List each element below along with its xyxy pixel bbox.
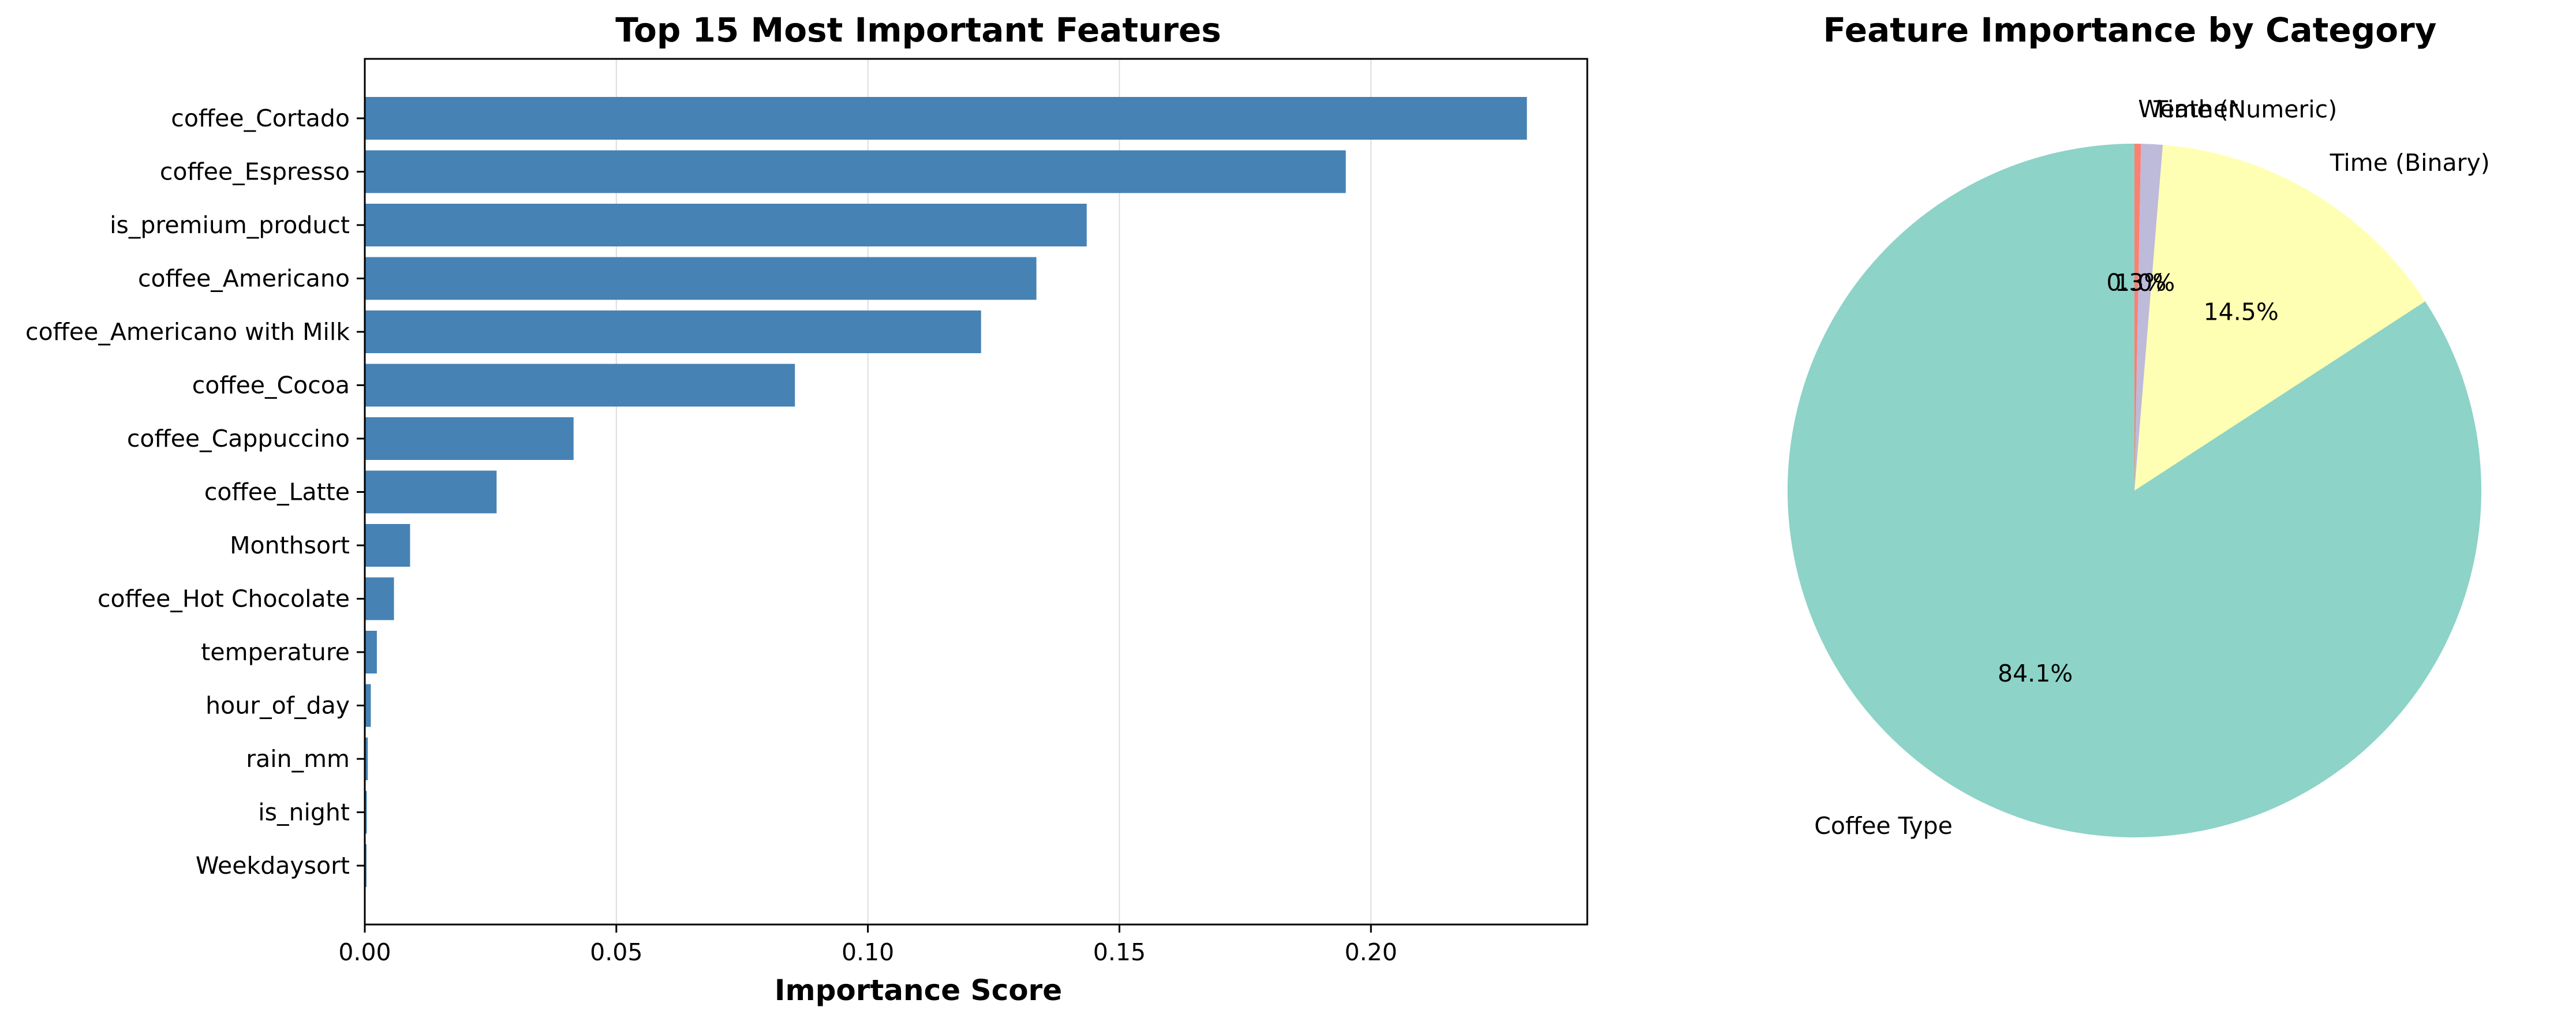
y-tick-label: coffee_Espresso bbox=[160, 158, 350, 186]
bar-chart-bars bbox=[365, 97, 1527, 887]
pie-slice-percent: 84.1% bbox=[1998, 660, 2073, 687]
y-tick-label: hour_of_day bbox=[205, 692, 350, 720]
pie-slice-label: Coffee Type bbox=[1814, 812, 1953, 840]
x-tick-label: 0.05 bbox=[590, 938, 642, 966]
pie-slice-percent: 14.5% bbox=[2204, 298, 2279, 325]
pie-slice-percent: 1.0% bbox=[2115, 269, 2175, 297]
bar-chart: Top 15 Most Important Features coffee_Co… bbox=[25, 10, 1588, 1007]
bar bbox=[365, 631, 377, 673]
pie-chart-labels: Coffee Type 84.1% Time (Binary) 14.5% Time (… bbox=[1814, 95, 2489, 840]
y-tick-label: coffee_Cocoa bbox=[192, 372, 350, 399]
bar bbox=[365, 577, 394, 620]
pie-slice-label: Time (Binary) bbox=[2330, 149, 2490, 177]
y-tick-label: temperature bbox=[201, 638, 350, 666]
bar bbox=[365, 738, 368, 780]
pie-slice bbox=[1788, 144, 2482, 837]
bar-chart-x-ticks: 0.00 0.05 0.10 0.15 0.20 bbox=[338, 925, 1397, 966]
x-tick-label: 0.00 bbox=[338, 938, 391, 966]
x-tick-label: 0.20 bbox=[1345, 938, 1397, 966]
bar bbox=[365, 524, 410, 567]
pie-slice-percent: 0.3% bbox=[2106, 268, 2166, 296]
bar bbox=[365, 257, 1037, 300]
bar bbox=[365, 791, 367, 834]
y-tick-label: coffee_Americano with Milk bbox=[25, 318, 350, 346]
y-tick-label: coffee_Cortado bbox=[171, 104, 350, 132]
bar-chart-y-ticks: coffee_Cortado coffee_Espresso is_premium_… bbox=[25, 104, 365, 879]
y-tick-label: is_night bbox=[258, 799, 350, 826]
pie-slice-label: Time (Numeric) bbox=[2153, 96, 2337, 123]
x-tick-label: 0.15 bbox=[1093, 938, 1146, 966]
bar-chart-x-axis-label: Importance Score bbox=[775, 974, 1062, 1007]
bar bbox=[365, 417, 574, 460]
y-tick-label: Weekdaysort bbox=[196, 852, 350, 879]
bar bbox=[365, 310, 981, 353]
y-tick-label: Monthsort bbox=[230, 532, 350, 559]
bar bbox=[365, 150, 1346, 193]
bar-chart-grid bbox=[615, 59, 1372, 925]
y-tick-label: coffee_Americano bbox=[138, 265, 350, 293]
y-tick-label: rain_mm bbox=[246, 745, 350, 773]
pie-slice bbox=[2134, 145, 2425, 491]
bar bbox=[365, 684, 371, 727]
pie-chart-title: Feature Importance by Category bbox=[1823, 10, 2436, 50]
pie-chart: Feature Importance by Category Coffee Ty… bbox=[1788, 10, 2490, 840]
bar bbox=[365, 470, 497, 514]
pie-slice bbox=[2134, 144, 2141, 491]
bar bbox=[365, 97, 1527, 140]
bar bbox=[365, 204, 1087, 246]
x-tick-label: 0.10 bbox=[842, 938, 894, 966]
bar-chart-title: Top 15 Most Important Features bbox=[615, 10, 1221, 50]
y-tick-label: coffee_Latte bbox=[204, 478, 350, 506]
y-tick-label: is_premium_product bbox=[110, 211, 350, 239]
y-tick-label: coffee_Hot Chocolate bbox=[98, 585, 350, 613]
y-tick-label: coffee_Cappuccino bbox=[127, 425, 350, 452]
pie-slice-label: Weather bbox=[2138, 95, 2238, 123]
pie-slice bbox=[2134, 144, 2163, 491]
pie-chart-slices bbox=[1788, 144, 2482, 837]
bar bbox=[365, 364, 795, 407]
